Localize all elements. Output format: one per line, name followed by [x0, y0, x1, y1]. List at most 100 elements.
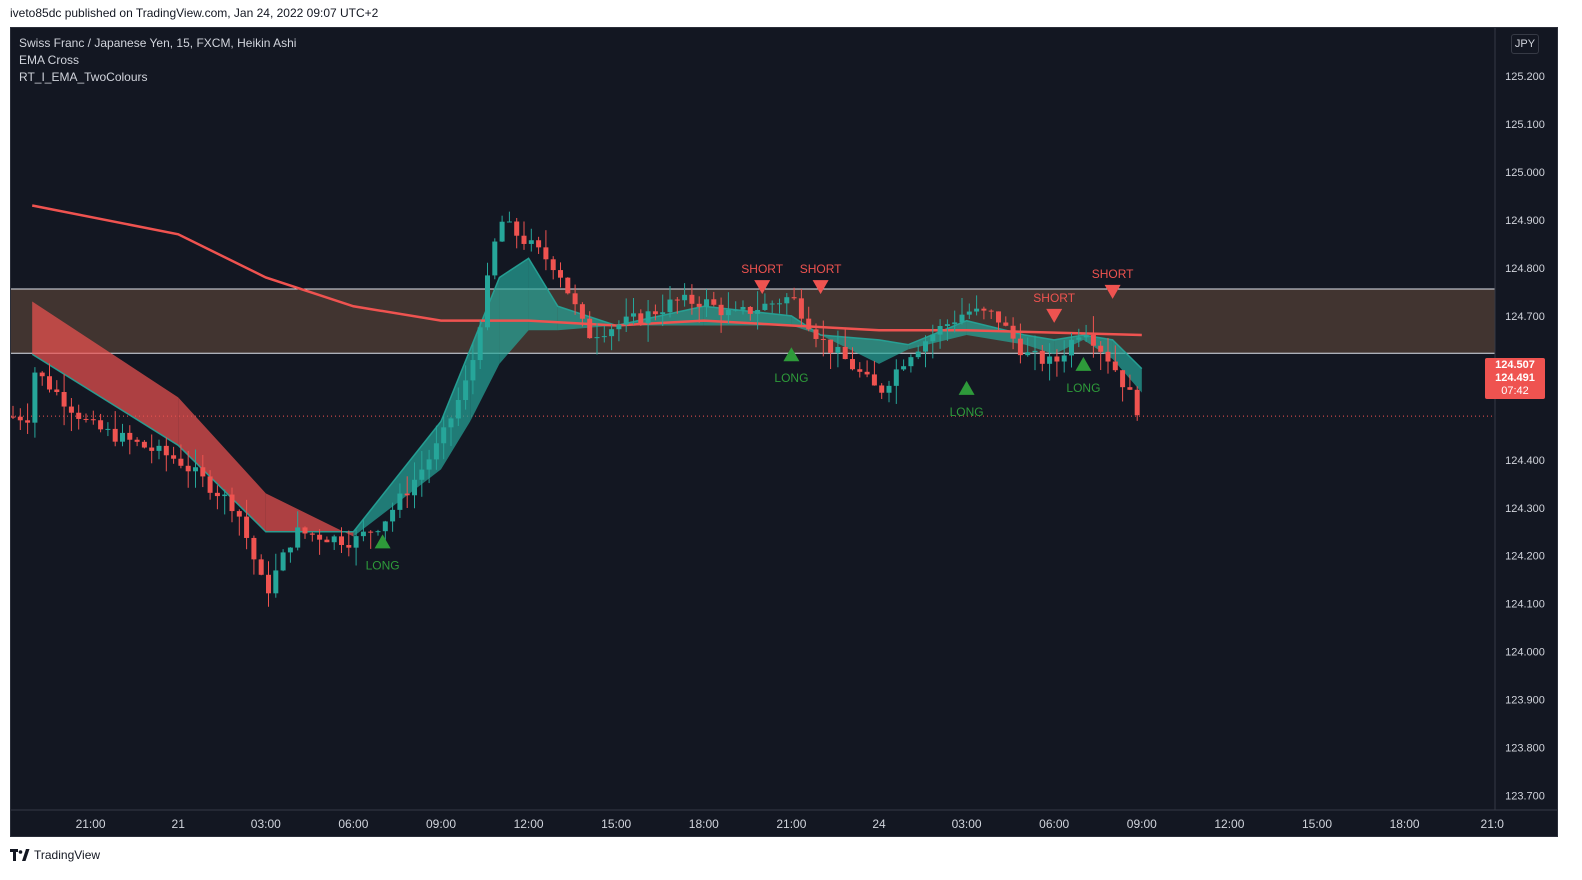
candle-body	[448, 418, 454, 428]
candle-body	[565, 277, 571, 294]
ema-band-segment	[178, 397, 266, 532]
long-signal-marker	[1075, 356, 1092, 371]
candle-body	[966, 311, 972, 315]
tradingview-logo-icon[interactable]	[10, 848, 30, 862]
candle-body	[412, 479, 417, 496]
ema-band-segment	[879, 339, 909, 364]
short-signal-label: SHORT	[741, 262, 783, 276]
candle-body	[295, 527, 301, 548]
price-tick-label: 125.200	[1505, 71, 1545, 83]
candle-body	[762, 303, 768, 310]
candle-body	[1112, 361, 1118, 371]
candle-body	[178, 458, 184, 466]
candle-body	[711, 299, 717, 305]
candle-body	[419, 469, 425, 480]
chart-canvas[interactable]: LONG SHORT LONG SHORT LONG SHORT LONG SHORT 125…	[11, 28, 1558, 837]
candle-body	[988, 310, 994, 312]
short-signal-label: SHORT	[1033, 291, 1075, 305]
candle-body	[1017, 338, 1023, 356]
candle-body	[112, 428, 118, 442]
candle-body	[463, 380, 469, 401]
candle-body	[784, 297, 790, 304]
candle-body	[1003, 322, 1009, 326]
candle-body	[915, 351, 921, 358]
candle-body	[339, 536, 344, 546]
legend-symbol[interactable]: Swiss Franc / Japanese Yen, 15, FXCM, He…	[19, 36, 297, 50]
candle-body	[90, 419, 96, 421]
ema-band-segment	[1083, 335, 1113, 360]
candle-body	[149, 447, 155, 451]
currency-button[interactable]: JPY	[1511, 34, 1539, 54]
price-tag-1: 124.507	[1495, 359, 1535, 371]
candle-body	[506, 221, 512, 223]
long-signal-label: LONG	[950, 405, 984, 419]
candle-body	[1090, 334, 1096, 346]
chart-legend: Swiss Franc / Japanese Yen, 15, FXCM, He…	[19, 35, 296, 86]
candle-body	[433, 443, 439, 460]
candle-body	[141, 441, 147, 448]
candle-body	[996, 311, 1001, 323]
candle-body	[83, 418, 89, 420]
candle-body	[185, 465, 191, 472]
candle-body	[798, 298, 804, 319]
candle-body	[733, 309, 739, 311]
candle-body	[236, 511, 242, 517]
candle-body	[441, 427, 447, 444]
candle-body	[623, 316, 629, 325]
candle-body	[375, 531, 381, 533]
candle-body	[959, 314, 965, 323]
short-signal-marker	[812, 280, 829, 295]
candle-body	[163, 445, 169, 456]
candle-body	[1047, 356, 1053, 364]
ema-band-segment	[265, 493, 354, 537]
footer-brand[interactable]: TradingView	[34, 848, 101, 862]
candle-body	[477, 327, 483, 361]
candle-body	[127, 432, 133, 440]
short-signal-label: SHORT	[800, 262, 842, 276]
time-tick-label: 21:0	[1481, 817, 1505, 831]
legend-indicator-ema-cross[interactable]: EMA Cross	[19, 53, 80, 67]
price-tick-label: 124.700	[1505, 311, 1545, 323]
candle-body	[61, 392, 67, 407]
candle-body	[769, 303, 775, 305]
short-signal-label: SHORT	[1092, 267, 1134, 281]
candle-body	[1098, 345, 1104, 352]
footer: TradingView	[10, 846, 100, 864]
candle-body	[857, 369, 863, 372]
ema-band-segment	[499, 258, 529, 364]
candle-body	[309, 533, 315, 535]
candle-body	[214, 492, 220, 497]
legend-indicator-ema-two-colours[interactable]: RT_I_EMA_TwoColours	[19, 70, 148, 84]
candle-body	[470, 360, 476, 381]
candle-body	[543, 247, 549, 260]
candle-body	[937, 325, 943, 335]
candle-body	[1127, 387, 1133, 390]
candle-body	[558, 270, 563, 278]
candle-body	[645, 311, 651, 324]
candle-body	[879, 385, 885, 393]
candle-body	[331, 536, 337, 543]
candle-body	[324, 539, 330, 543]
price-tick-label: 124.100	[1505, 599, 1545, 611]
price-tick-label: 123.900	[1505, 695, 1545, 707]
ema-line-layer	[31, 204, 1142, 337]
long-signal-marker	[783, 347, 800, 362]
candle-body	[382, 521, 388, 532]
long-signal-marker	[958, 380, 975, 395]
candle-body	[587, 318, 593, 339]
candle-body	[25, 420, 31, 423]
long-signal-label: LONG	[366, 558, 400, 572]
time-tick-label: 06:00	[338, 817, 368, 831]
time-tick-label: 09:00	[426, 817, 456, 831]
candle-body	[222, 494, 228, 497]
chart-container[interactable]: LONG SHORT LONG SHORT LONG SHORT LONG SHORT 125…	[10, 27, 1558, 837]
candle-body	[280, 552, 286, 571]
candle-body	[631, 313, 636, 317]
candle-body	[974, 308, 980, 312]
candle-body	[777, 303, 782, 305]
candle-body	[397, 493, 403, 510]
price-tick-label: 124.300	[1505, 503, 1545, 515]
candle-body	[923, 341, 928, 352]
candle-body	[200, 467, 206, 477]
candle-body	[740, 306, 746, 310]
